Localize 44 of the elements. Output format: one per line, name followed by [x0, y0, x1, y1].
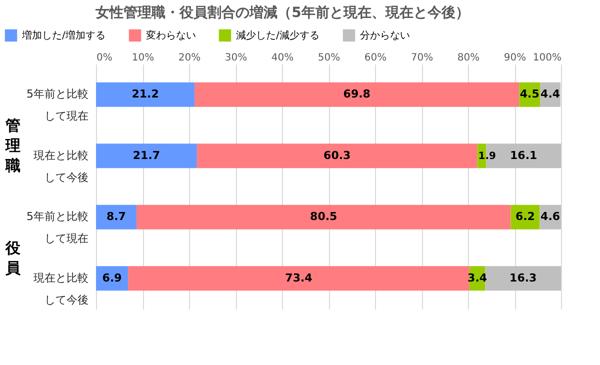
- data-label: 80.5: [310, 210, 338, 224]
- data-label: 69.8: [343, 88, 370, 101]
- x-tick-label: 50%: [318, 52, 340, 64]
- data-label: 21.2: [132, 88, 159, 101]
- x-tick-label: 90%: [504, 52, 526, 64]
- text: 管理職: [4, 116, 20, 174]
- bar: [194, 82, 520, 107]
- data-label: 4.5: [520, 88, 540, 101]
- data-label: 21.7: [132, 148, 160, 162]
- data-label: 16.3: [510, 271, 537, 284]
- x-tick-label: 20%: [178, 52, 201, 64]
- chart-title: 女性管理職・役員割合の増減（5年前と現在、現在と今後）: [94, 4, 470, 21]
- data-label: 60.3: [324, 148, 351, 162]
- x-tick-label: 80%: [457, 52, 480, 64]
- data-label: 4.4: [540, 88, 560, 101]
- y-tick-label: 現在と比較して今後: [34, 148, 88, 184]
- bar: [485, 266, 561, 291]
- x-tick-label: 40%: [271, 52, 294, 64]
- bar: [136, 204, 511, 230]
- x-tick-label: 60%: [364, 52, 387, 64]
- bar: [96, 82, 195, 107]
- y-tick-label: 5年前と比較して現在: [26, 210, 88, 246]
- bar: [128, 266, 470, 291]
- y-tick-label: 現在と比較して今後: [34, 271, 88, 306]
- legend-label: 変わらない: [146, 29, 196, 42]
- legend-label: 増加した/増加する: [21, 29, 106, 42]
- data-label: 16.1: [510, 148, 538, 162]
- x-tick-label: 100%: [532, 52, 562, 64]
- x-tick-label: 30%: [224, 52, 248, 64]
- data-label: 8.7: [106, 210, 126, 224]
- bar: [96, 144, 197, 168]
- text: 役員: [4, 238, 22, 277]
- x-tick-label: 10%: [132, 52, 154, 64]
- y-tick-label: 5年前と比較して現在: [26, 88, 88, 123]
- bar: [196, 144, 478, 168]
- data-label: 4.6: [540, 210, 560, 224]
- x-tick-label: 0%: [96, 52, 112, 64]
- x-tick-label: 70%: [410, 52, 434, 64]
- data-label: 6.2: [515, 210, 535, 224]
- data-label: 6.9: [102, 271, 122, 284]
- legend-label: 減少した/減少する: [236, 29, 320, 42]
- legend-label: 分からない: [360, 29, 410, 42]
- data-label: 73.4: [285, 271, 313, 284]
- bar: [96, 204, 136, 230]
